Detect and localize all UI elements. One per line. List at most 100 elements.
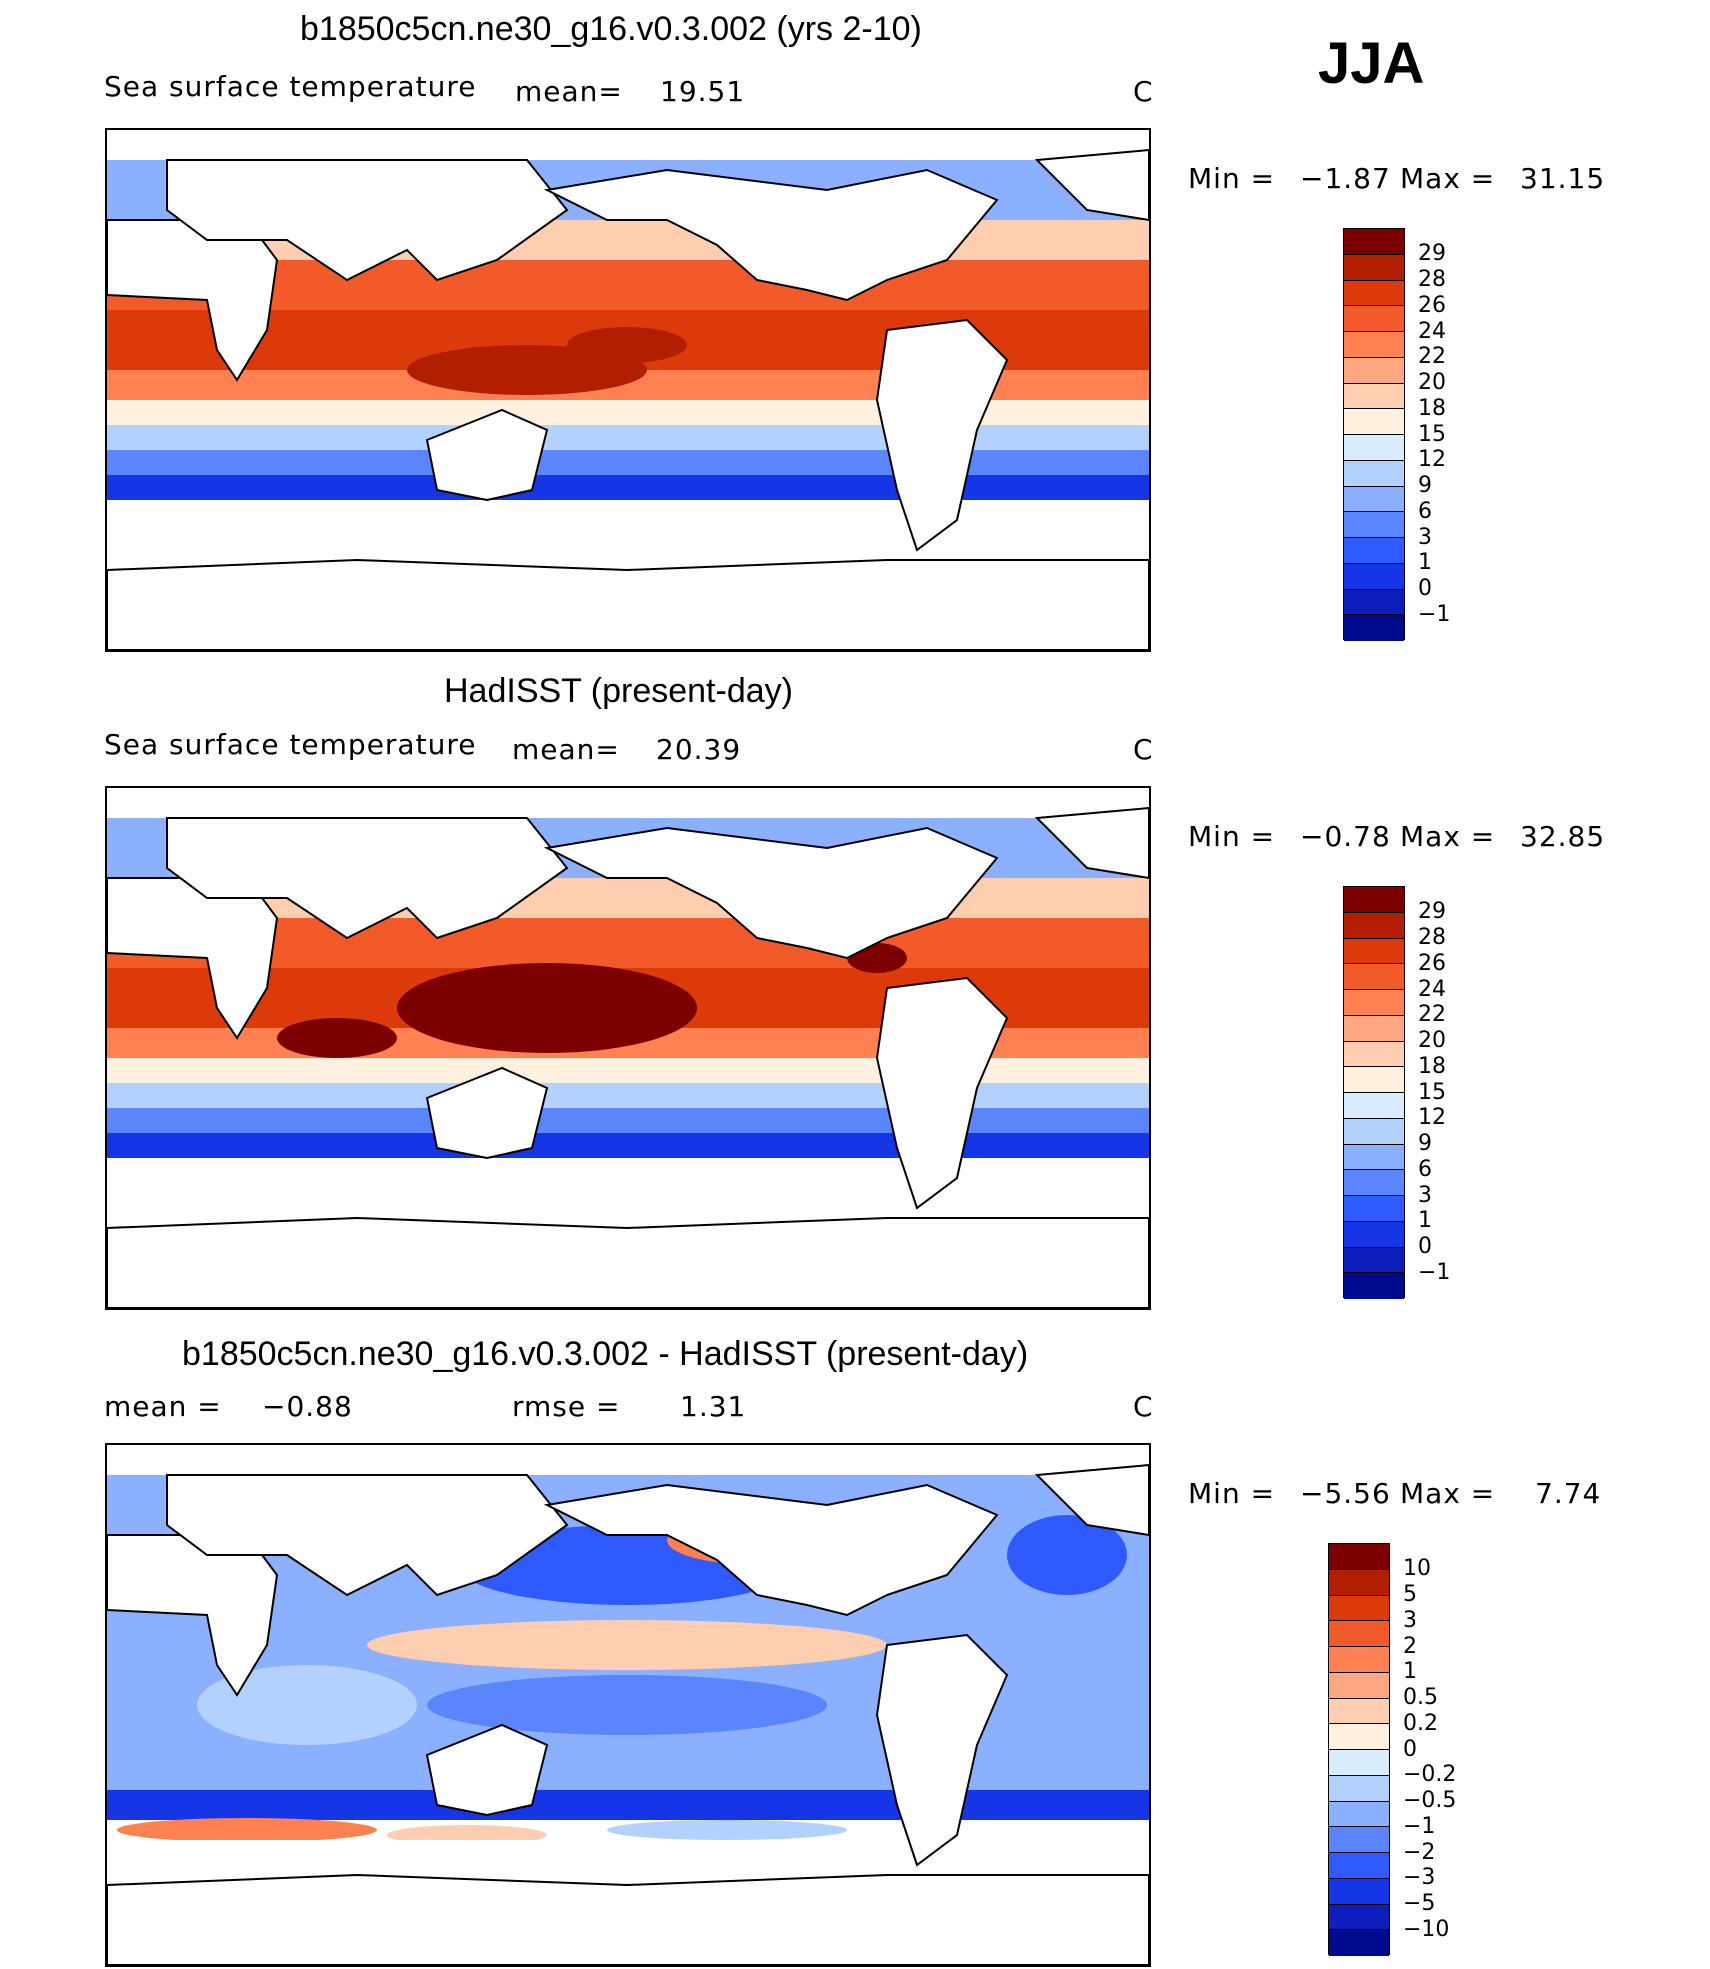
colorbar-tick-label: 6 xyxy=(1418,1157,1432,1182)
panel-3-units: C xyxy=(1133,1390,1154,1423)
colorbar-tick-label: −10 xyxy=(1403,1917,1450,1942)
colorbar-segment xyxy=(1329,1904,1389,1931)
colorbar-tick-label: 20 xyxy=(1418,370,1446,395)
colorbar-segment xyxy=(1344,1221,1404,1248)
colorbar-tick-label: 28 xyxy=(1418,267,1446,292)
colorbar-segment xyxy=(1344,460,1404,487)
colorbar-tick-label: 2 xyxy=(1403,1634,1417,1659)
colorbar-tick-label: −3 xyxy=(1403,1865,1436,1890)
colorbar-tick-label: 24 xyxy=(1418,977,1446,1002)
panel-2-map-svg xyxy=(107,788,1149,1308)
panel-1-colorbar xyxy=(1343,228,1405,641)
colorbar-segment xyxy=(1344,229,1404,255)
colorbar-tick-label: 6 xyxy=(1418,499,1432,524)
panel-3-mean-value: −0.88 xyxy=(262,1390,353,1423)
colorbar-tick-label: 22 xyxy=(1418,1002,1446,1027)
panel-2-sst-map xyxy=(105,786,1151,1310)
panel-3-colorbar xyxy=(1328,1543,1390,1956)
colorbar-tick-label: 18 xyxy=(1418,1054,1446,1079)
panel-2-colorbar xyxy=(1343,886,1405,1299)
colorbar-segment xyxy=(1329,1698,1389,1725)
colorbar-segment xyxy=(1344,1247,1404,1274)
colorbar-tick-label: 0 xyxy=(1418,576,1432,601)
colorbar-segment xyxy=(1344,306,1404,332)
colorbar-segment xyxy=(1344,563,1404,590)
panel-2-max-value: 32.85 xyxy=(1520,820,1606,853)
panel-1-map-svg xyxy=(107,130,1149,650)
colorbar-segment xyxy=(1329,1750,1389,1776)
colorbar-segment xyxy=(1344,1144,1404,1171)
panel-1-mean-value: 19.51 xyxy=(660,75,746,108)
panel-2-min-label: Min = xyxy=(1188,820,1276,853)
panel-3-rmse-label: rmse = xyxy=(512,1390,621,1423)
colorbar-tick-label: 26 xyxy=(1418,951,1446,976)
colorbar-segment xyxy=(1329,1621,1389,1647)
colorbar-tick-label: 29 xyxy=(1418,899,1446,924)
colorbar-segment xyxy=(1344,1067,1404,1093)
colorbar-tick-label: 0 xyxy=(1418,1234,1432,1259)
panel-1-mean-label: mean= xyxy=(515,75,623,108)
colorbar-segment xyxy=(1344,486,1404,513)
colorbar-segment xyxy=(1344,1196,1404,1222)
colorbar-segment xyxy=(1344,280,1404,307)
panel-1-units: C xyxy=(1133,75,1154,108)
colorbar-tick-label: 0.2 xyxy=(1403,1711,1438,1736)
colorbar-tick-label: 10 xyxy=(1403,1556,1431,1581)
colorbar-tick-label: 9 xyxy=(1418,1131,1432,1156)
panel-2-max-label: Max = xyxy=(1400,820,1496,853)
colorbar-tick-label: −1 xyxy=(1418,602,1451,627)
colorbar-segment xyxy=(1329,1827,1389,1853)
colorbar-tick-label: 12 xyxy=(1418,1105,1446,1130)
panel-3-max-label: Max = xyxy=(1400,1477,1496,1510)
colorbar-tick-label: 22 xyxy=(1418,344,1446,369)
panel-2-units: C xyxy=(1133,733,1154,766)
colorbar-segment xyxy=(1329,1775,1389,1802)
colorbar-tick-label: 9 xyxy=(1418,473,1432,498)
colorbar-tick-label: 29 xyxy=(1418,241,1446,266)
colorbar-tick-label: 28 xyxy=(1418,925,1446,950)
colorbar-tick-label: 5 xyxy=(1403,1582,1417,1607)
colorbar-segment xyxy=(1344,332,1404,358)
panel-1-field-label: Sea surface temperature xyxy=(104,70,477,103)
colorbar-tick-label: 15 xyxy=(1418,422,1446,447)
panel-1-min-label: Min = xyxy=(1188,162,1276,195)
colorbar-segment xyxy=(1329,1930,1389,1956)
colorbar-segment xyxy=(1329,1647,1389,1673)
colorbar-segment xyxy=(1344,254,1404,281)
colorbar-tick-label: 1 xyxy=(1403,1659,1417,1684)
colorbar-segment xyxy=(1329,1724,1389,1750)
colorbar-segment xyxy=(1344,409,1404,435)
colorbar-segment xyxy=(1344,1170,1404,1196)
panel-2-field-label: Sea surface temperature xyxy=(104,728,477,761)
season-label: JJA xyxy=(1318,31,1425,96)
colorbar-segment xyxy=(1344,383,1404,410)
panel-3-map-svg xyxy=(107,1445,1149,1965)
panel-1-title: b1850c5cn.ne30_g16.v0.3.002 (yrs 2-10) xyxy=(300,10,922,48)
panel-1-min-value: −1.87 xyxy=(1300,162,1391,195)
panel-2-mean-value: 20.39 xyxy=(656,733,742,766)
panel-1-max-label: Max = xyxy=(1400,162,1496,195)
panel-1-sst-map xyxy=(105,128,1151,652)
colorbar-tick-label: 26 xyxy=(1418,293,1446,318)
colorbar-segment xyxy=(1344,1118,1404,1145)
panel-3-min-label: Min = xyxy=(1188,1477,1276,1510)
panel-2-min-value: −0.78 xyxy=(1300,820,1391,853)
panel-1-max-value: 31.15 xyxy=(1520,162,1606,195)
panel-3-min-value: −5.56 xyxy=(1300,1477,1391,1510)
colorbar-segment xyxy=(1344,1093,1404,1119)
colorbar-tick-label: −5 xyxy=(1403,1891,1436,1916)
panel-2-mean-label: mean= xyxy=(512,733,620,766)
colorbar-segment xyxy=(1344,512,1404,538)
panel-3-difference-map xyxy=(105,1443,1151,1967)
colorbar-tick-label: 1 xyxy=(1418,550,1432,575)
panel-2-title: HadISST (present-day) xyxy=(444,672,793,710)
colorbar-tick-label: −1 xyxy=(1418,1260,1451,1285)
colorbar-tick-label: −0.2 xyxy=(1403,1762,1457,1787)
colorbar-tick-label: 0 xyxy=(1403,1737,1417,1762)
colorbar-tick-label: 15 xyxy=(1418,1080,1446,1105)
panel-3-title: b1850c5cn.ne30_g16.v0.3.002 - HadISST (p… xyxy=(182,1335,1029,1373)
panel-3-max-value: 7.74 xyxy=(1535,1477,1602,1510)
colorbar-segment xyxy=(1344,615,1404,641)
colorbar-segment xyxy=(1329,1878,1389,1905)
colorbar-segment xyxy=(1344,589,1404,616)
